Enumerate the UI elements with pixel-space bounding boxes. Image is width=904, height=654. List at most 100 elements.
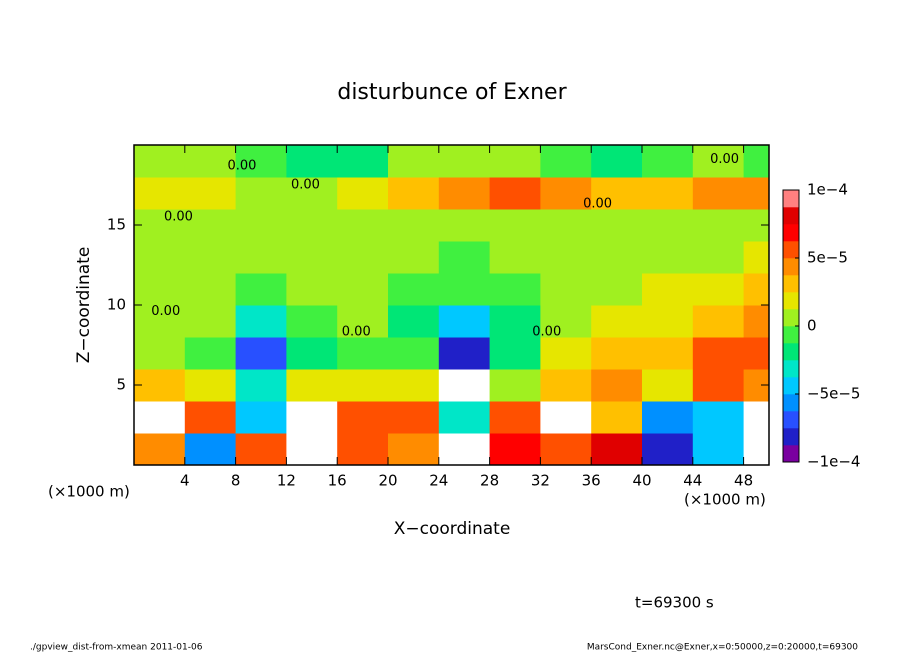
footer-left: ./gpview_dist-from-xmean 2011-01-06 bbox=[30, 643, 203, 653]
x-unit-label: (×1000 m) bbox=[48, 483, 130, 501]
field-cell bbox=[337, 273, 389, 306]
field-cell bbox=[184, 401, 237, 434]
contour-label: 0.00 bbox=[342, 325, 371, 340]
field-cell bbox=[489, 273, 541, 306]
field-cell bbox=[489, 305, 541, 338]
field-cell bbox=[134, 273, 186, 306]
field-cell bbox=[642, 433, 694, 465]
field-cell bbox=[540, 433, 592, 465]
field-cell bbox=[642, 337, 694, 370]
field bbox=[134, 145, 769, 465]
field-cell bbox=[540, 369, 592, 402]
field-cell bbox=[235, 337, 287, 370]
colorbar-tick-label: −1e−4 bbox=[807, 453, 860, 471]
field-cell bbox=[286, 241, 338, 274]
field-cell bbox=[184, 273, 237, 306]
field-cell bbox=[388, 273, 440, 306]
x-tick-label: 28 bbox=[480, 472, 499, 490]
field-cell bbox=[235, 209, 287, 242]
field-cell bbox=[692, 433, 745, 465]
field-cell bbox=[235, 241, 287, 274]
x-tick-label: 36 bbox=[582, 472, 601, 490]
field-cell bbox=[134, 209, 186, 242]
colorbar-swatch bbox=[783, 343, 799, 361]
field-cell bbox=[337, 241, 389, 274]
field-cell bbox=[184, 305, 237, 338]
colorbar-swatch bbox=[783, 326, 799, 344]
field-cell bbox=[388, 209, 440, 242]
x-tick-label: 44 bbox=[683, 472, 702, 490]
x-tick-label: 16 bbox=[328, 472, 347, 490]
field-cell bbox=[235, 369, 287, 402]
field-cell bbox=[692, 305, 745, 338]
colorbar-tick-label: 1e−4 bbox=[807, 181, 848, 199]
field-cell bbox=[591, 241, 643, 274]
y-tick-label: 10 bbox=[107, 296, 126, 314]
contour-label: 0.00 bbox=[291, 178, 320, 193]
field-cell bbox=[540, 401, 592, 434]
field-cell bbox=[235, 401, 287, 434]
field-cell bbox=[388, 241, 440, 274]
field-cell bbox=[540, 273, 592, 306]
field-cell bbox=[591, 145, 643, 178]
field-cell bbox=[286, 369, 338, 402]
y-tick-label: 15 bbox=[107, 216, 126, 234]
field-cell bbox=[438, 433, 491, 465]
field-cell bbox=[184, 433, 237, 465]
field-cell bbox=[692, 241, 745, 274]
field-cell bbox=[286, 401, 338, 434]
field-cell bbox=[235, 177, 287, 210]
colorbar-swatch bbox=[783, 428, 799, 446]
contour-label: 0.00 bbox=[164, 210, 193, 225]
field-cell bbox=[235, 433, 287, 465]
x-unit-label: (×1000 m) bbox=[684, 491, 766, 509]
field-cell bbox=[337, 305, 389, 338]
colorbar-swatch bbox=[783, 411, 799, 429]
field-cell bbox=[692, 209, 745, 242]
field-cell bbox=[134, 433, 186, 465]
field-cell bbox=[286, 305, 338, 338]
field-cell bbox=[591, 433, 643, 465]
field-cell bbox=[692, 369, 745, 402]
field-cell bbox=[235, 305, 287, 338]
field-cell bbox=[438, 209, 491, 242]
field-cell bbox=[438, 305, 491, 338]
field-cell bbox=[388, 369, 440, 402]
x-tick-label: 40 bbox=[632, 472, 651, 490]
x-tick-label: 32 bbox=[531, 472, 550, 490]
x-tick-label: 4 bbox=[180, 472, 190, 490]
field-cell bbox=[438, 337, 491, 370]
time-label: t=69300 s bbox=[635, 594, 714, 612]
contour-label: 0.00 bbox=[227, 158, 256, 173]
field-cell bbox=[692, 145, 745, 178]
field-cell bbox=[591, 337, 643, 370]
field-cell bbox=[235, 145, 287, 178]
field-cell bbox=[388, 145, 440, 178]
field-cell bbox=[489, 337, 541, 370]
field-cell bbox=[642, 305, 694, 338]
field-cell bbox=[642, 145, 694, 178]
footer-right: MarsCond_Exner.nc@Exner,x=0:50000,z=0:20… bbox=[587, 643, 858, 653]
field-cell bbox=[337, 177, 389, 210]
field-cell bbox=[642, 241, 694, 274]
field-cell bbox=[286, 209, 338, 242]
colorbar-swatch bbox=[783, 360, 799, 378]
field-cell bbox=[489, 241, 541, 274]
field-cell bbox=[489, 209, 541, 242]
contour-label: 0.00 bbox=[532, 325, 561, 340]
field-cell bbox=[540, 241, 592, 274]
field-cell bbox=[540, 337, 592, 370]
field-cell bbox=[184, 145, 237, 178]
field-cell bbox=[642, 273, 694, 306]
field-cell bbox=[489, 177, 541, 210]
field-cell bbox=[642, 369, 694, 402]
field-cell bbox=[743, 273, 769, 306]
field-cell bbox=[337, 209, 389, 242]
field-cell bbox=[540, 209, 592, 242]
field-cell bbox=[489, 145, 541, 178]
x-tick-label: 20 bbox=[378, 472, 397, 490]
field-cell bbox=[337, 369, 389, 402]
field-cell bbox=[692, 337, 745, 370]
field-cell bbox=[337, 433, 389, 465]
field-cell bbox=[438, 241, 491, 274]
